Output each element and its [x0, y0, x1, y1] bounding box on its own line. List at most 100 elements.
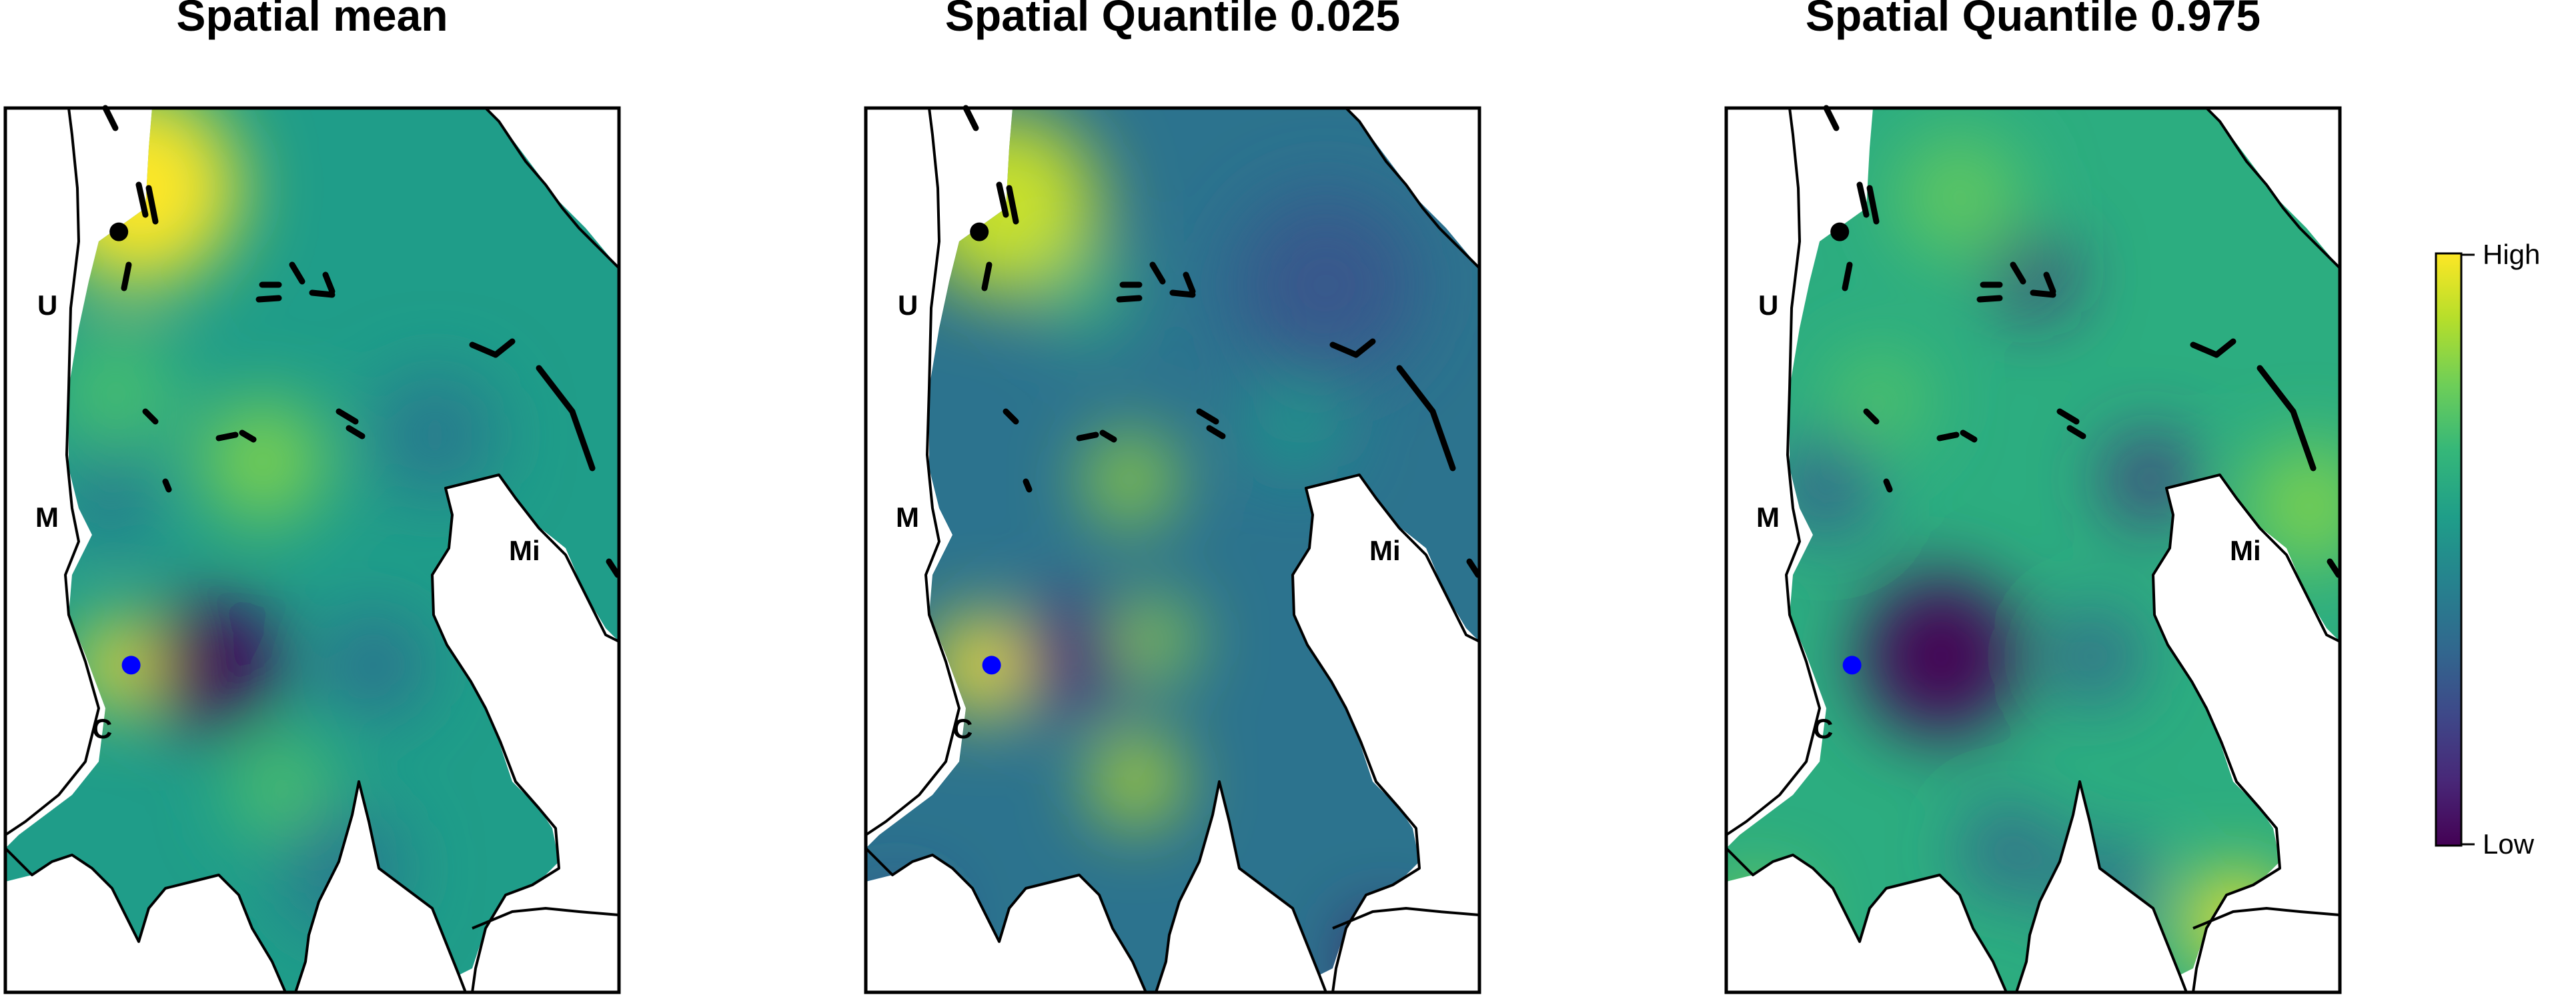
map-frame — [3, 106, 621, 994]
map-overlay: U M C Mi — [864, 105, 1481, 994]
map-frame — [1724, 106, 2342, 994]
survey-dash — [102, 105, 119, 131]
field-blob — [1861, 576, 2021, 736]
panel-spatial-quantile-0975: Spatial Quantile 0.975 U M C Mi — [1724, 0, 2342, 994]
panel-spatial-mean: Spatial mean U M C Mi — [3, 0, 621, 994]
survey-dash — [1960, 429, 1978, 443]
field-blob — [324, 616, 423, 714]
place-label-m: M — [35, 502, 59, 533]
survey-dash — [1076, 431, 1099, 441]
survey-dash — [1866, 185, 1880, 225]
field-blob — [232, 740, 331, 838]
survey-dash — [981, 261, 993, 291]
survey-dash — [1842, 261, 1853, 291]
spatial-field — [1726, 108, 2340, 992]
place-label-u: U — [37, 289, 57, 321]
survey-dash — [1183, 271, 1196, 295]
field-blob — [54, 329, 177, 453]
land-area — [431, 473, 620, 994]
survey-dash — [1006, 185, 1019, 225]
survey-dash — [2213, 338, 2236, 358]
survey-dash — [346, 425, 366, 439]
survey-dash — [2056, 408, 2080, 425]
panel-title: Spatial Quantile 0.025 — [945, 0, 1400, 40]
survey-dash — [2043, 271, 2056, 295]
survey-dash — [962, 105, 979, 131]
map-frame — [864, 106, 1481, 994]
place-label-mi: Mi — [509, 535, 540, 566]
survey-dash — [2010, 261, 2026, 285]
field-blob — [1013, 595, 1136, 718]
panel-spatial-quantile-0025: Spatial Quantile 0.025 U M C Mi — [864, 0, 1481, 994]
river-line — [2192, 907, 2341, 930]
field-blob — [1252, 383, 1339, 469]
place-label-c: C — [952, 713, 973, 744]
survey-dash — [1863, 408, 1880, 425]
field-blob — [1830, 350, 1929, 449]
survey-dash — [336, 408, 359, 425]
field-blob — [1350, 920, 1425, 994]
field-blob — [1117, 602, 1191, 676]
field-blob — [146, 598, 281, 733]
land-area — [2015, 780, 2188, 994]
survey-dash — [142, 408, 159, 425]
survey-dash — [1396, 365, 1436, 415]
field-blob — [281, 807, 404, 930]
survey-dash — [469, 341, 499, 358]
land-area — [4, 107, 100, 836]
field-blob — [866, 893, 934, 968]
survey-dash — [1169, 289, 1196, 298]
survey-dash — [289, 261, 305, 285]
field-blob — [374, 373, 496, 497]
survey-dash — [996, 181, 1009, 218]
survey-dash — [1429, 408, 1456, 471]
field-blob — [1898, 135, 2021, 258]
survey-dash — [1116, 295, 1143, 303]
place-label-c: C — [1813, 713, 1833, 744]
legend-label-low: Low — [2483, 828, 2535, 860]
land-area — [1725, 107, 1821, 836]
land-area — [1155, 780, 1327, 994]
land-area — [864, 847, 1147, 994]
field-blob — [1726, 884, 1794, 959]
survey-dash — [1823, 105, 1840, 131]
blue-site-marker — [982, 656, 1001, 675]
survey-dash — [1196, 408, 1219, 425]
survey-dash — [135, 181, 149, 218]
survey-dash — [2257, 365, 2297, 415]
place-label-m: M — [1756, 502, 1780, 533]
blue-site-marker — [1842, 656, 1862, 675]
field-blob — [1996, 239, 2070, 313]
survey-dash — [536, 365, 576, 415]
land-area — [4, 847, 287, 994]
field-blob — [2051, 613, 2138, 700]
survey-dash — [239, 429, 257, 443]
black-site-marker — [970, 222, 989, 241]
survey-dash — [1206, 425, 1226, 439]
survey-dash — [1023, 478, 1033, 493]
survey-dash — [2066, 425, 2086, 439]
color-legend: High Low — [2435, 239, 2540, 860]
blue-site-marker — [121, 656, 141, 675]
survey-dash — [1353, 338, 1376, 358]
field-blob — [2248, 444, 2340, 568]
field-blob — [2106, 436, 2193, 523]
field-blob — [1043, 251, 1130, 337]
survey-dash — [1883, 478, 1893, 493]
place-label-mi: Mi — [2230, 535, 2261, 566]
survey-dash — [145, 185, 159, 225]
black-site-marker — [1830, 222, 1850, 241]
map-overlay: U M C Mi — [4, 105, 621, 994]
survey-dash — [121, 261, 132, 291]
survey-dash — [2030, 289, 2056, 298]
field-blob — [2064, 843, 2150, 930]
river-line — [472, 907, 620, 930]
survey-dash — [1003, 408, 1019, 425]
legend-color-bar — [2435, 252, 2463, 847]
land-area — [294, 780, 467, 994]
land-area — [1291, 473, 1481, 994]
black-site-marker — [109, 222, 129, 241]
land-area — [1725, 847, 2008, 994]
place-label-m: M — [896, 502, 919, 533]
